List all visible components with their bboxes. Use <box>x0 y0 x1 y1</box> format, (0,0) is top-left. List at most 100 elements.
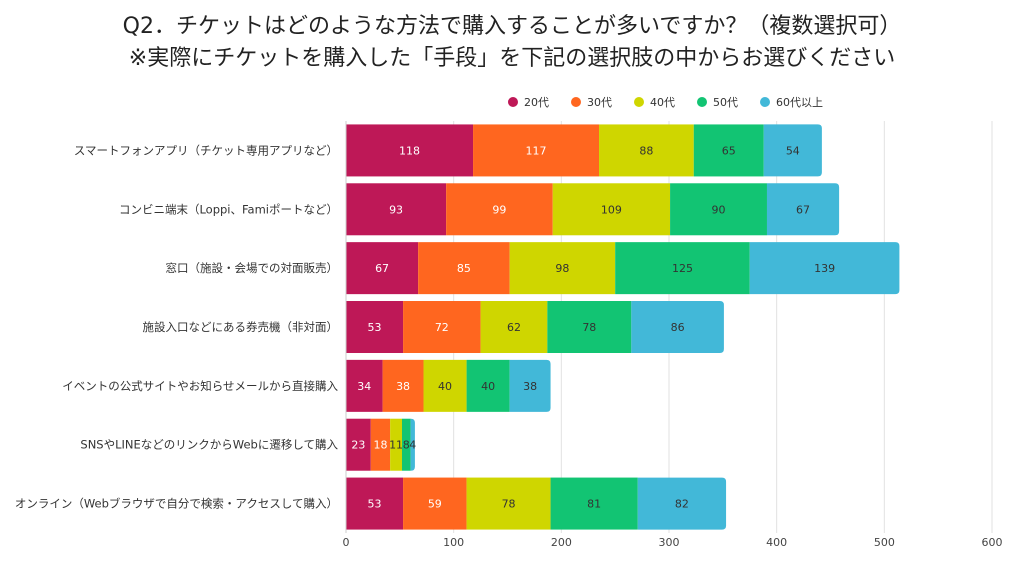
bar-segment <box>509 359 551 412</box>
bar-group: 53 59 78 81 82 <box>346 477 727 530</box>
bar-segment <box>693 124 764 177</box>
bar-segment <box>599 124 694 177</box>
legend-swatch-icon <box>508 97 518 107</box>
data-label: 81 <box>587 498 601 511</box>
bar-segment <box>346 124 474 177</box>
category-label: オンライン（Webブラウザで自分で検索・アクセスして購入） <box>15 497 338 511</box>
bar-segment <box>418 242 510 295</box>
legend-label: 60代以上 <box>776 96 823 109</box>
bar-segment <box>446 183 553 236</box>
bar-group: 67 85 98 125 139 <box>346 242 900 295</box>
bar-group: 34 38 40 40 38 <box>346 359 551 412</box>
bar-segment <box>749 242 900 295</box>
legend-item[interactable]: 20代 <box>508 94 549 110</box>
data-label: 98 <box>555 262 569 275</box>
legend-label: 40代 <box>650 96 675 109</box>
legend-swatch-icon <box>697 97 707 107</box>
legend-swatch-icon <box>760 97 770 107</box>
bar-segment <box>403 301 481 353</box>
bar-segment <box>550 477 638 530</box>
bar-group: 53 72 62 78 86 <box>346 301 724 353</box>
data-label: 40 <box>481 380 495 393</box>
data-label: 117 <box>526 144 547 157</box>
data-label: 4 <box>409 439 416 452</box>
data-label: 53 <box>368 321 382 334</box>
data-label: 18 <box>373 439 387 452</box>
bar-segment <box>346 242 419 295</box>
bar-segment <box>390 418 402 471</box>
legend-swatch-icon <box>571 97 581 107</box>
data-label: 82 <box>675 498 689 511</box>
bar-segment <box>382 359 424 412</box>
legend-item[interactable]: 60代以上 <box>760 94 823 110</box>
bar-segment <box>547 301 632 353</box>
bar-segment <box>473 124 600 177</box>
data-label: 34 <box>357 380 371 393</box>
bar-segment <box>346 359 383 412</box>
category-label: 窓口（施設・会場での対面販売） <box>166 261 339 275</box>
bar-segment <box>466 359 510 412</box>
x-tick-label: 500 <box>874 536 895 549</box>
bar-segment <box>763 124 822 177</box>
data-label: 125 <box>672 262 693 275</box>
bar-segment <box>346 183 447 236</box>
bar-segment <box>509 242 616 295</box>
x-tick-label: 400 <box>766 536 787 549</box>
bar-group: 23 18 11 8 4 <box>346 418 416 471</box>
category-label: SNSやLINEなどのリンクからWebに遷移して購入 <box>80 438 338 452</box>
data-label: 23 <box>351 439 365 452</box>
data-label: 67 <box>796 203 810 216</box>
data-label: 93 <box>389 203 403 216</box>
data-label: 40 <box>438 380 452 393</box>
data-label: 99 <box>492 203 506 216</box>
legend-item[interactable]: 30代 <box>571 94 612 110</box>
data-label: 8 <box>403 439 410 452</box>
bar-segment <box>552 183 671 236</box>
bar-segment <box>346 418 371 471</box>
x-tick-label: 600 <box>982 536 1003 549</box>
data-label: 59 <box>428 498 442 511</box>
legend-swatch-icon <box>634 97 644 107</box>
x-tick-label: 100 <box>443 536 464 549</box>
category-label: コンビニ端末（Loppi、Famiポートなど） <box>119 202 338 216</box>
data-label: 85 <box>457 262 471 275</box>
bar-segment <box>423 359 467 412</box>
bar-segment <box>403 477 467 530</box>
legend: 20代 30代 40代 50代 60代以上 <box>508 94 845 110</box>
data-label: 54 <box>786 144 800 157</box>
bar-segment <box>346 301 404 353</box>
category-label: イベントの公式サイトやお知らせメールから直接購入 <box>62 379 338 393</box>
data-label: 88 <box>639 144 653 157</box>
bar-segment <box>370 418 391 471</box>
category-label: 施設入口などにある券売機（非対面） <box>143 320 339 334</box>
data-label: 109 <box>601 203 622 216</box>
x-tick-label: 0 <box>343 536 350 549</box>
data-label: 38 <box>396 380 410 393</box>
data-label: 11 <box>389 439 403 452</box>
bar-group: 118 117 88 65 54 <box>346 124 822 177</box>
bar-group: 93 99 109 90 67 <box>346 183 840 236</box>
bar-segment <box>615 242 750 295</box>
legend-item[interactable]: 50代 <box>697 94 738 110</box>
chart-title: Q2．チケットはどのような方法で購入することが多いですか？（複数選択可） <box>122 14 902 39</box>
data-label: 78 <box>582 321 596 334</box>
x-tick-label: 300 <box>659 536 680 549</box>
data-label: 86 <box>671 321 685 334</box>
legend-label: 30代 <box>587 96 612 109</box>
legend-item[interactable]: 40代 <box>634 94 675 110</box>
data-label: 53 <box>368 498 382 511</box>
bar-segment <box>466 477 551 530</box>
data-label: 90 <box>712 203 726 216</box>
bar-segment <box>410 418 415 471</box>
data-label: 139 <box>814 262 835 275</box>
bar-segment <box>480 301 548 353</box>
bar-segment <box>766 183 840 236</box>
data-label: 78 <box>502 498 516 511</box>
bar-segment <box>346 477 404 530</box>
data-label: 118 <box>399 144 420 157</box>
legend-label: 50代 <box>713 96 738 109</box>
data-label: 65 <box>722 144 736 157</box>
x-tick-label: 200 <box>551 536 572 549</box>
data-label: 72 <box>435 321 449 334</box>
